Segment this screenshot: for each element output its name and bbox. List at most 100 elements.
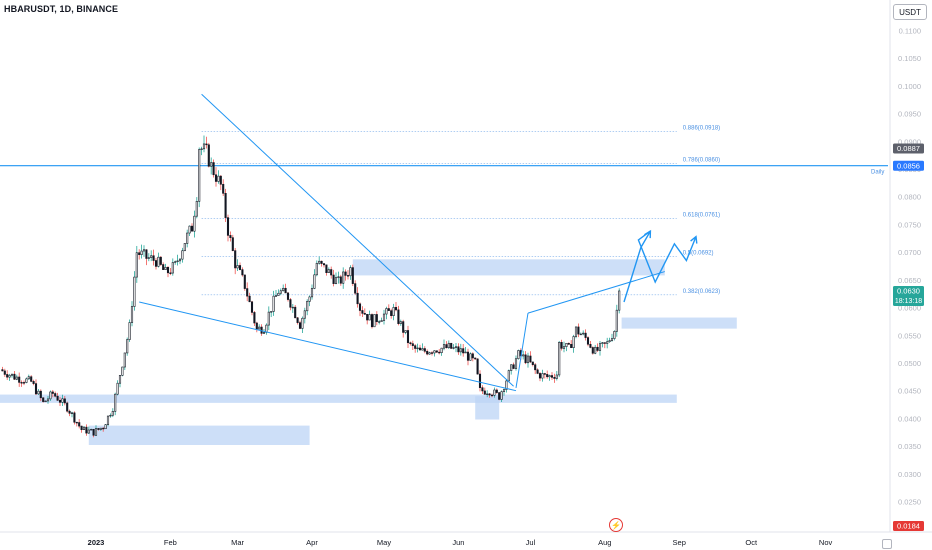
- zone-box: [475, 396, 500, 420]
- candle-body: [596, 346, 599, 351]
- candle-body: [75, 421, 78, 424]
- settings-icon[interactable]: [882, 539, 892, 549]
- flash-icon[interactable]: ⚡: [609, 518, 623, 532]
- candle-body: [572, 336, 575, 349]
- candle-body: [536, 369, 539, 374]
- candle-body: [445, 344, 448, 349]
- price-tick-label: 0.0500: [898, 359, 921, 368]
- candle-body: [373, 314, 376, 328]
- candle-body: [157, 256, 160, 267]
- candle-body: [512, 364, 515, 369]
- time-axis[interactable]: 2023 Feb Mar Apr May Jun Jul Aug Sep Oct Nov: [88, 538, 833, 547]
- candle-body: [375, 314, 378, 323]
- candle-body: [349, 267, 352, 277]
- candle-body: [106, 415, 110, 425]
- candle-body: [354, 283, 357, 294]
- candle-body: [224, 193, 227, 218]
- candle-body: [217, 175, 220, 182]
- candle-body: [39, 390, 42, 399]
- candle-body: [56, 395, 59, 401]
- candle-body: [90, 428, 93, 431]
- candle-body: [272, 295, 275, 312]
- candle-body: [466, 351, 470, 361]
- time-tick-label: Aug: [598, 538, 611, 547]
- candle-body: [205, 143, 208, 146]
- candle-body: [193, 215, 196, 232]
- candle-body: [145, 249, 148, 259]
- price-tick-label: 0.0700: [898, 248, 921, 257]
- candle-body: [121, 366, 124, 376]
- candle-body: [169, 272, 172, 274]
- candle-body: [250, 301, 254, 313]
- trendline: [139, 301, 517, 392]
- candle-body: [294, 306, 297, 319]
- candle-body: [147, 257, 150, 259]
- candle-body: [130, 306, 134, 323]
- candle-body: [140, 250, 143, 255]
- candle-body: [548, 375, 551, 378]
- price-tick-label: 0.0250: [898, 498, 921, 507]
- candle-body: [313, 274, 316, 289]
- candle-body: [481, 387, 484, 392]
- candle-body: [416, 347, 419, 350]
- zone-box: [621, 317, 737, 329]
- candle-body: [142, 249, 146, 252]
- price-badge-text: 0.0856: [897, 161, 920, 170]
- candle-body: [426, 350, 429, 355]
- candle-body: [236, 265, 239, 269]
- candle-body: [500, 391, 503, 400]
- candle-body: [442, 344, 446, 349]
- candle-body: [178, 258, 182, 262]
- candle-body: [334, 277, 338, 284]
- price-badge-text: 0.0887: [897, 144, 920, 153]
- candle-body: [44, 400, 47, 403]
- countdown-text: 18:13:18: [895, 298, 922, 305]
- price-tick-label: 0.0900: [898, 137, 921, 146]
- candle-body: [538, 373, 542, 379]
- candle-body: [531, 361, 534, 366]
- candle-body: [279, 290, 282, 294]
- candle-body: [562, 346, 566, 349]
- projection-arrowhead: [644, 229, 652, 239]
- candle-body: [363, 313, 366, 315]
- candle-body: [63, 398, 66, 404]
- price-axis[interactable]: 0.0250 0.0300 0.0350 0.0400 0.0450 0.0500 0.05…: [898, 26, 921, 506]
- trendline: [515, 313, 529, 388]
- price-tick-label: 0.0800: [898, 193, 921, 202]
- candle-body: [606, 341, 609, 344]
- candle-body: [188, 225, 191, 234]
- time-tick-label: Mar: [231, 538, 244, 547]
- candle-body: [344, 271, 347, 276]
- candles-layer: [1, 135, 621, 438]
- candle-body: [493, 389, 496, 396]
- candle-body: [558, 342, 561, 376]
- daily-level-label: Daily: [871, 170, 884, 176]
- candle-body: [474, 357, 477, 360]
- candle-body: [135, 252, 138, 278]
- candle-body: [522, 354, 525, 357]
- candle-body: [366, 313, 369, 321]
- candle-body: [337, 276, 340, 278]
- fib-level-label: 0.886(0.0918): [683, 125, 720, 131]
- candle-body: [13, 373, 16, 380]
- zone-box: [88, 425, 310, 445]
- candle-body: [452, 347, 455, 349]
- candle-body: [198, 149, 201, 202]
- candle-body: [471, 353, 474, 359]
- candle-body: [411, 343, 414, 346]
- candle-body: [594, 346, 597, 354]
- candle-body: [543, 373, 546, 375]
- candle-body: [402, 321, 405, 333]
- candle-body: [553, 377, 556, 379]
- candle-body: [555, 374, 558, 379]
- candle-body: [351, 267, 354, 284]
- candle-body: [70, 412, 74, 414]
- candle-body: [181, 250, 184, 260]
- currency-selector[interactable]: USDT: [893, 4, 927, 20]
- fib-level-label: 0.618(0.0761): [683, 212, 720, 218]
- candle-body: [421, 348, 424, 351]
- candle-body: [241, 269, 244, 276]
- candle-body: [560, 342, 563, 349]
- candle-body: [450, 342, 453, 349]
